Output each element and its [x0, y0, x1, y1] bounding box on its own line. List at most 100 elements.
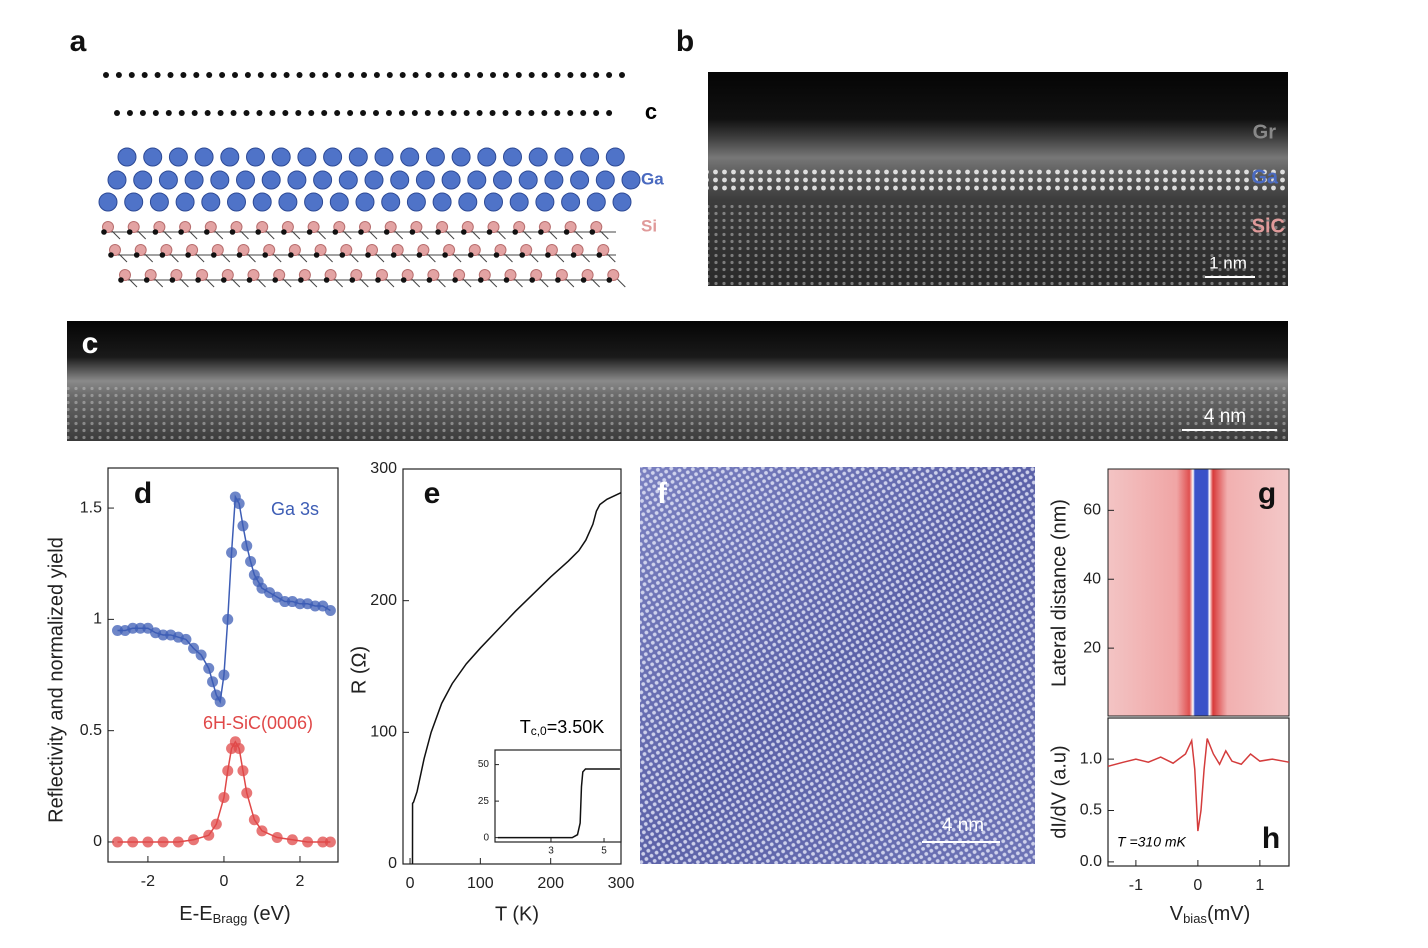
ga-atom	[441, 170, 461, 190]
y-tick-label: 0.5	[1080, 802, 1102, 819]
data-point	[203, 662, 215, 674]
c-atom	[545, 252, 551, 258]
c-atom	[298, 277, 304, 283]
data-point	[203, 829, 215, 841]
ga-atom	[451, 147, 471, 167]
carbon-atom	[593, 110, 600, 116]
data-point	[188, 642, 200, 654]
ga-atom	[271, 147, 291, 167]
carbon-atom	[606, 72, 613, 78]
c-atom	[400, 277, 407, 283]
ga-atom	[580, 147, 600, 167]
ga-atom	[458, 192, 478, 212]
carbon-atom	[191, 110, 198, 116]
ga-atom	[143, 147, 163, 167]
inset-bg	[495, 750, 621, 842]
ga-atom	[605, 147, 625, 167]
carbon-atom	[230, 110, 237, 116]
ga-atom	[400, 147, 420, 167]
y-tick-label: 0	[93, 833, 102, 850]
carbon-atom	[580, 72, 587, 78]
data-point	[226, 547, 238, 559]
data-point	[222, 765, 234, 777]
layer-label: Gr	[1253, 121, 1277, 143]
data-point	[279, 596, 291, 608]
schematic	[98, 72, 641, 288]
c-atom	[143, 277, 150, 283]
c-atom	[185, 252, 191, 258]
data-point	[214, 696, 226, 708]
c-atom	[570, 252, 577, 258]
axis-label: T (K)	[495, 903, 539, 925]
c-atom	[246, 277, 253, 283]
axis-label: Lateral distance (nm)	[1048, 499, 1070, 687]
data-point	[172, 836, 184, 848]
c-atom	[442, 252, 448, 258]
stm-image	[640, 467, 1035, 864]
legend-entry: 6H-SiC(0006)	[203, 713, 313, 733]
carbon-atom	[554, 72, 561, 78]
data-point	[207, 676, 219, 688]
c-atom	[108, 252, 114, 258]
ga-atom	[528, 147, 548, 167]
carbon-atom	[244, 72, 251, 78]
ga-atom	[246, 147, 265, 167]
carbon-atom	[348, 72, 355, 78]
ga-atom	[210, 170, 230, 190]
y-tick-label: 0	[388, 855, 397, 872]
carbon-atom	[167, 72, 174, 78]
ga-atom	[432, 192, 452, 212]
carbon-atom	[515, 110, 522, 116]
y-tick-label: 25	[478, 796, 490, 807]
carbon-atom	[580, 110, 587, 116]
carbon-atom	[450, 110, 457, 116]
ga-atom	[355, 192, 375, 212]
c-atom	[332, 229, 339, 235]
data-point	[324, 604, 336, 616]
carbon-atom	[451, 72, 458, 78]
layer-label: SiC	[1252, 215, 1285, 237]
x-tick-label: 0	[219, 873, 228, 890]
stem-wide-image	[67, 321, 1288, 441]
data-point	[112, 624, 124, 636]
data-point	[218, 791, 230, 803]
axis-label-part: E-E	[179, 903, 212, 925]
axis-label: E-EBragg (eV)	[179, 903, 290, 926]
carbon-atom	[593, 72, 600, 78]
carbon-atom	[360, 110, 367, 116]
data-point	[127, 836, 139, 848]
c-atom	[606, 277, 613, 283]
data-point	[309, 600, 321, 612]
carbon-atom	[103, 72, 109, 78]
carbon-atom	[386, 72, 393, 78]
carbon-atom	[295, 110, 302, 116]
panel-label: g	[1258, 477, 1276, 510]
c-atom	[563, 229, 570, 235]
carbon-atom	[528, 72, 535, 78]
carbon-atom	[178, 110, 185, 116]
data-point	[324, 836, 336, 848]
series-line	[117, 740, 331, 843]
ga-atom	[278, 192, 298, 212]
ga-atom	[261, 170, 281, 190]
c-atom	[169, 277, 176, 283]
c-atom	[339, 252, 346, 258]
y-tick-label: 0.0	[1080, 853, 1102, 870]
c-atom	[229, 229, 236, 235]
data-point	[233, 498, 245, 510]
panel-label: a	[70, 25, 87, 58]
c-atom	[306, 229, 313, 235]
axis-label-part: V	[1170, 903, 1184, 925]
carbon-atom	[270, 72, 277, 78]
c-atom	[288, 252, 294, 258]
panel-label: d	[134, 477, 152, 510]
c-atom	[596, 252, 603, 258]
data-point	[210, 818, 222, 830]
carbon-atom	[126, 110, 133, 116]
axis-label: Reflectivity and normalized yield	[45, 537, 67, 823]
x-tick-label: 2	[296, 873, 305, 890]
data-point	[157, 836, 169, 848]
c-atom	[152, 229, 159, 235]
data-point	[237, 765, 249, 777]
